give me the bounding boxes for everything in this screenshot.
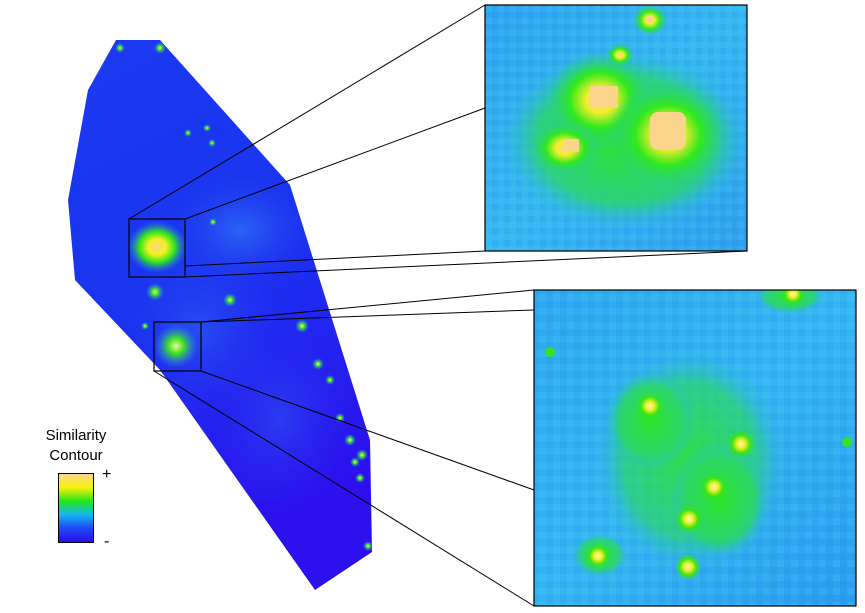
zoom-panel-1 <box>484 4 748 252</box>
hotspot-2 <box>154 324 198 368</box>
inset-box-2 <box>153 321 202 372</box>
legend-color-bar <box>58 473 94 543</box>
zoom-panel-2 <box>533 289 857 607</box>
inset-box-1 <box>128 218 186 278</box>
zoom-connectors <box>128 4 748 607</box>
legend-title-line1: Similarity <box>45 427 107 444</box>
legend-max-mark: + <box>102 466 112 483</box>
similarity-map <box>68 40 372 590</box>
legend-min-mark: - <box>104 533 110 550</box>
legend-title-line2: Contour <box>49 447 103 464</box>
hotspot-1 <box>127 221 187 273</box>
